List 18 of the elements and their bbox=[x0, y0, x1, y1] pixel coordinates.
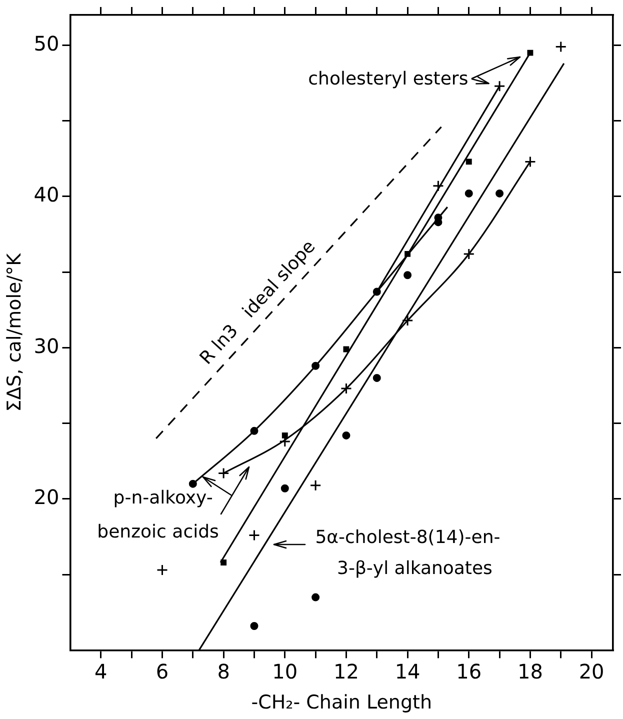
y-axis-title: ΣΔS, cal/mole/°K bbox=[3, 252, 26, 412]
y-tick-label: 40 bbox=[34, 182, 60, 207]
y-tick-label: 20 bbox=[34, 485, 60, 510]
x-axis-title: -CH₂- Chain Length bbox=[251, 692, 432, 714]
x-tick-label: 18 bbox=[517, 659, 543, 684]
x-tick-label: 14 bbox=[394, 659, 420, 684]
annotation: cholesteryl esters bbox=[308, 68, 468, 90]
x-tick-label: 6 bbox=[156, 659, 169, 684]
x-tick-label: 8 bbox=[217, 659, 230, 684]
x-tick-label: 16 bbox=[456, 659, 482, 684]
x-tick-label: 4 bbox=[94, 659, 108, 684]
y-tick-label: 30 bbox=[34, 334, 60, 358]
annotation: 5α-cholest-8(14)-en- 3-β-yl alkanoates bbox=[315, 527, 500, 580]
x-tick-label: 10 bbox=[272, 659, 298, 684]
x-tick-label: 20 bbox=[578, 659, 604, 684]
x-tick-label: 12 bbox=[334, 659, 359, 684]
annotation: p-n-alkoxy- benzoic acids bbox=[97, 488, 219, 543]
y-tick-label: 50 bbox=[34, 31, 60, 56]
